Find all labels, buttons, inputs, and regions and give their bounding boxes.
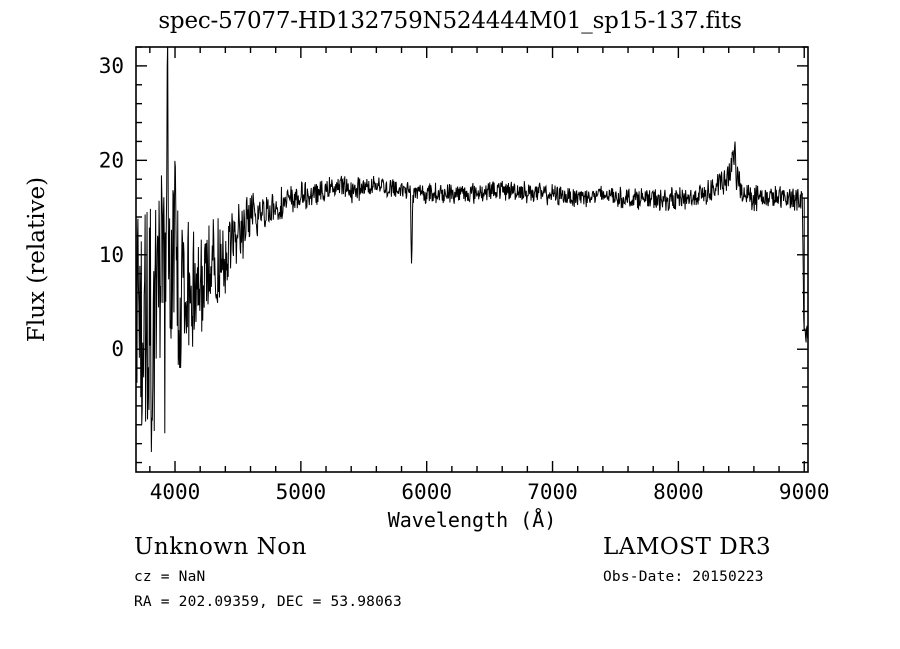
metadata-right: LAMOST DR3 Obs-Date: 20150223 bbox=[603, 534, 771, 585]
x-tick-label: 8000 bbox=[653, 480, 704, 504]
y-tick-label: 30 bbox=[99, 54, 124, 78]
x-tick-label: 5000 bbox=[276, 480, 327, 504]
x-tick-label: 7000 bbox=[527, 480, 578, 504]
object-class-label: Unknown Non bbox=[134, 534, 307, 560]
y-tick-label: 0 bbox=[111, 337, 124, 361]
page-title: spec-57077-HD132759N524444M01_sp15-137.f… bbox=[158, 8, 742, 34]
y-tick-label: 20 bbox=[99, 148, 124, 172]
x-tick-label: 4000 bbox=[150, 480, 201, 504]
x-axis-title: Wavelength (Å) bbox=[388, 508, 557, 532]
y-axis-title: Flux (relative) bbox=[24, 177, 50, 342]
x-tick-label: 9000 bbox=[779, 480, 830, 504]
obs-date-label: Obs-Date: 20150223 bbox=[603, 569, 764, 585]
x-axis-ticks bbox=[149, 47, 805, 472]
coordinates-label: RA = 202.09359, DEC = 53.98063 bbox=[134, 594, 402, 610]
x-tick-label: 6000 bbox=[401, 480, 452, 504]
metadata-left: Unknown Non cz = NaN RA = 202.09359, DEC… bbox=[134, 534, 402, 610]
survey-label: LAMOST DR3 bbox=[603, 534, 772, 560]
spectrum-trace bbox=[136, 47, 808, 453]
cz-label: cz = NaN bbox=[134, 569, 206, 585]
y-tick-label: 10 bbox=[99, 243, 124, 267]
